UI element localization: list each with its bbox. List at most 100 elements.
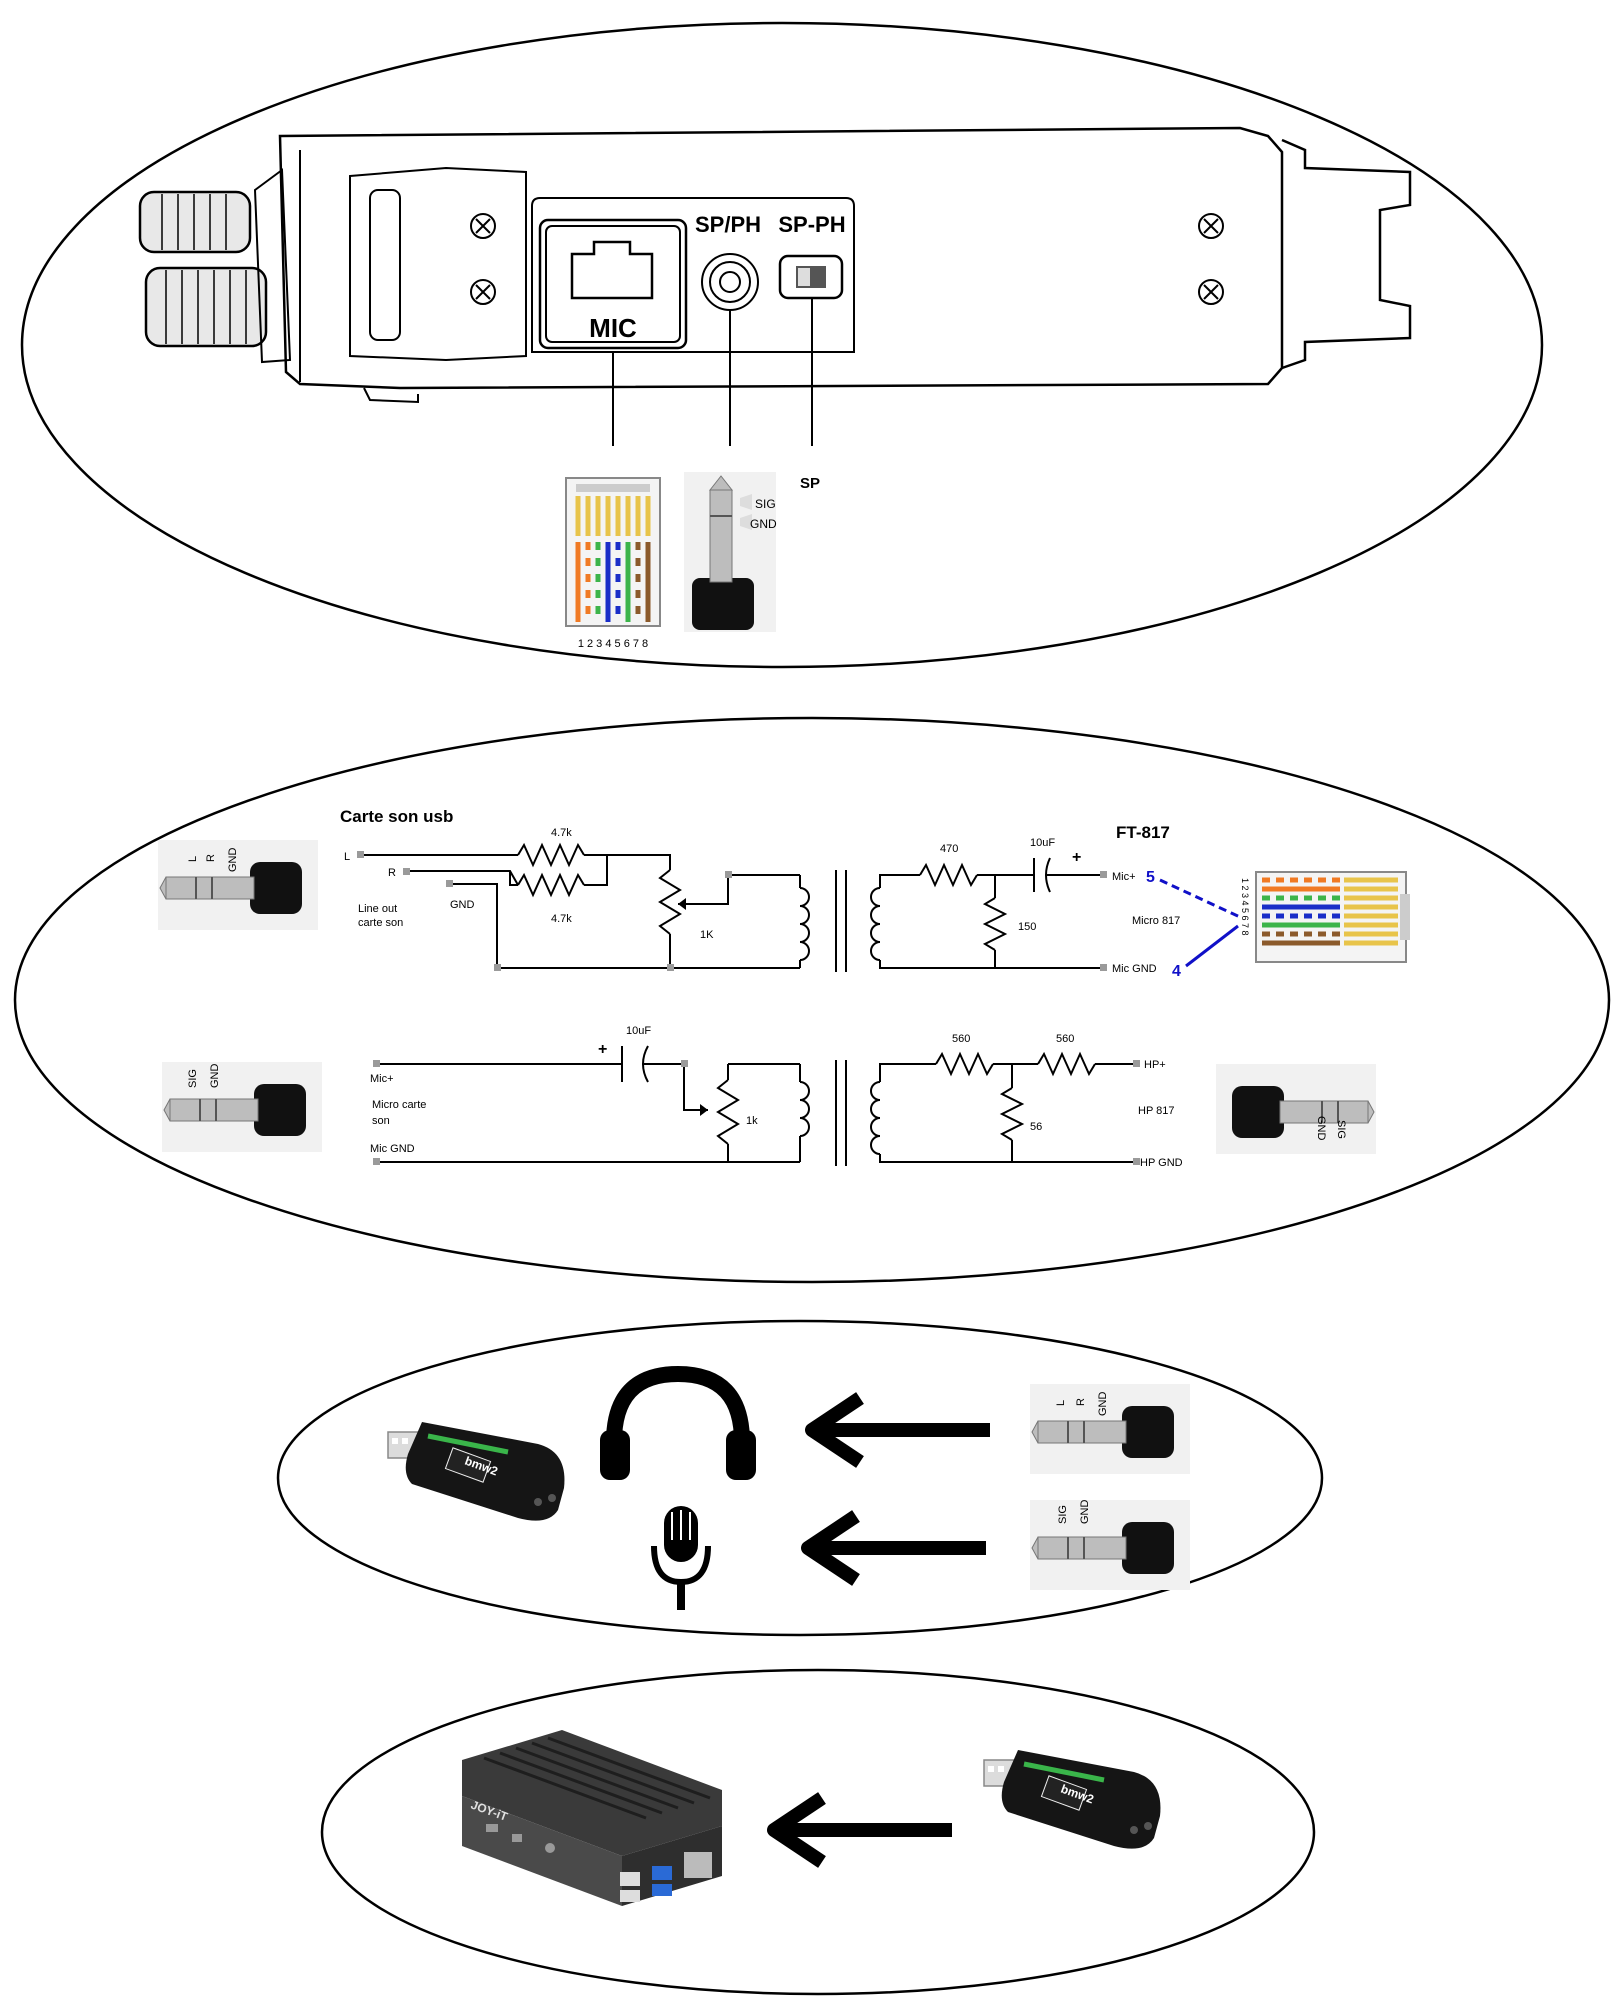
tx-title-right: FT-817 (1116, 823, 1170, 842)
rx-resistor-r1 (935, 1051, 994, 1077)
connector-bay (531, 197, 855, 353)
mic-port-frame (538, 218, 688, 350)
rx-resistor-r3 (999, 1087, 1025, 1141)
tx-r3-value: 470 (940, 843, 958, 855)
mono-jack-icon (684, 472, 776, 632)
rx-resistor-r2 (1037, 1051, 1096, 1077)
rx-mic-gnd: Mic GND (370, 1143, 415, 1155)
rx-right-jack-gnd: GND (1315, 1116, 1327, 1141)
label-sp-ph-switch: SP-PH (778, 212, 845, 237)
usb-dongle-icon: bmw2 (388, 1422, 564, 1521)
rx-micro-2: son (372, 1115, 390, 1127)
section-schematics: L R GND Carte son usb FT-817 L R GND Lin… (13, 716, 1611, 1284)
usb-jack-bottom-gnd: GND (1079, 1500, 1091, 1525)
tx-resistor-r2 (517, 872, 585, 898)
tx-cap-value: 10uF (1030, 837, 1055, 849)
tx-jack-l: L (187, 856, 199, 862)
tx-jack-r: R (205, 854, 217, 862)
arrow-left-icon (805, 1392, 990, 1468)
rx-cap-plus: + (598, 1041, 607, 1058)
ellipse-radio (20, 21, 1544, 669)
tx-title-left: Carte son usb (340, 807, 453, 826)
section-radio-panel: MIC SP/PH SP-PH (20, 21, 1544, 669)
microphone-icon (651, 1506, 711, 1610)
section-usb-soundcard: bmw2 L R GND (276, 1319, 1324, 1637)
rx-r1-value: 560 (952, 1033, 970, 1045)
rx-circuit: SIG GND Mic+ Micro carte son Mic GND 10u… (161, 1025, 1377, 1169)
radio-body (278, 126, 1284, 390)
rx-potentiometer (716, 1079, 740, 1145)
tx-circuit: L R GND Carte son usb FT-817 L R GND Lin… (157, 807, 1410, 980)
tx-pin4: 4 (1172, 963, 1181, 980)
tx-mic-gnd: Mic GND (1112, 963, 1157, 975)
raspberry-pi-case-icon: JOY-iT (462, 1730, 722, 1906)
tx-link-pin5 (1159, 878, 1243, 920)
tx-gnd-label: GND (450, 899, 475, 911)
tx-r2-value: 4.7k (551, 913, 572, 925)
tx-resistor-r1 (517, 842, 585, 868)
rx-jack-gnd: GND (209, 1064, 221, 1089)
arrow-left-icon (801, 1510, 986, 1586)
tx-transformer-secondary (870, 887, 881, 961)
tx-resistor-r3 (919, 862, 978, 888)
tx-r4-value: 150 (1018, 921, 1036, 933)
tx-r-label: R (388, 867, 396, 879)
rj45-plug-icon: 1 2 3 4 5 6 7 8 (565, 477, 661, 650)
rx-r2-value: 560 (1056, 1033, 1074, 1045)
rx-hp-gnd: HP GND (1140, 1157, 1183, 1169)
jack-label-sig: SIG (755, 497, 776, 511)
tx-jack-gnd: GND (227, 848, 239, 873)
section-raspberry-pi: JOY-iT bmw2 (320, 1668, 1316, 1996)
rx-micro-1: Micro carte (372, 1099, 426, 1111)
rx-hp-plus: HP+ (1144, 1059, 1166, 1071)
tx-lineout-1: Line out (358, 903, 397, 915)
tx-r1-value: 4.7k (551, 827, 572, 839)
rx-r3-value: 56 (1030, 1121, 1042, 1133)
tx-cap-plus: + (1072, 849, 1081, 866)
rj45-pin-numbers: 1 2 3 4 5 6 7 8 (578, 638, 648, 650)
rx-cap-value: 10uF (626, 1025, 651, 1037)
arrow-left-icon (767, 1792, 952, 1868)
tx-transformer-primary (799, 887, 810, 961)
tx-micro817: Micro 817 (1132, 915, 1180, 927)
usb-jack-bottom-sig: SIG (1057, 1505, 1069, 1524)
label-spph: SP/PH (695, 212, 761, 237)
rx-hp817: HP 817 (1138, 1105, 1175, 1117)
tx-l-label: L (344, 851, 350, 863)
label-sp: SP (800, 475, 820, 492)
rx-transformer-secondary (870, 1081, 881, 1155)
tx-rj45-pins: 1 2 3 4 5 6 7 8 (1240, 878, 1250, 936)
tx-lineout-2: carte son (358, 917, 403, 929)
ellipse-schematics (13, 716, 1611, 1284)
tx-resistor-r4 (982, 897, 1008, 951)
tx-jack-left: L R GND (187, 848, 239, 873)
ellipse-pi (320, 1668, 1316, 1996)
tx-rj45-plug-icon: 1 2 3 4 5 6 7 8 (1240, 871, 1410, 963)
screw-icon (470, 213, 1224, 305)
tx-pin5: 5 (1146, 869, 1155, 886)
radio-connector-end (1281, 138, 1412, 370)
rx-jack-sig: SIG (187, 1069, 199, 1088)
tx-link-pin4 (1185, 924, 1239, 968)
knob-lower (144, 266, 268, 348)
headphones-icon (600, 1365, 756, 1480)
usb-jack-top-l: L (1055, 1400, 1067, 1406)
rx-right-jack-sig: SIG (1335, 1120, 1347, 1139)
knob-upper (138, 190, 252, 254)
rx-pot-value: 1k (746, 1115, 758, 1127)
label-mic: MIC (589, 313, 637, 343)
rx-transformer-primary (799, 1081, 810, 1137)
tx-potentiometer (658, 869, 682, 935)
usb-jack-top-r: R (1075, 1398, 1087, 1406)
usb-dongle-icon: bmw2 (984, 1750, 1160, 1849)
rj45-port-icon (570, 240, 654, 300)
usb-jack-top-gnd: GND (1097, 1392, 1109, 1417)
ellipse-usb (276, 1319, 1324, 1637)
rx-mic-plus: Mic+ (370, 1073, 394, 1085)
rx-jack-right-icon (1215, 1063, 1377, 1155)
tx-mic-plus: Mic+ (1112, 871, 1136, 883)
jack-label-gnd: GND (750, 517, 777, 531)
battery-area (349, 166, 527, 362)
tx-pot-value: 1K (700, 929, 714, 941)
